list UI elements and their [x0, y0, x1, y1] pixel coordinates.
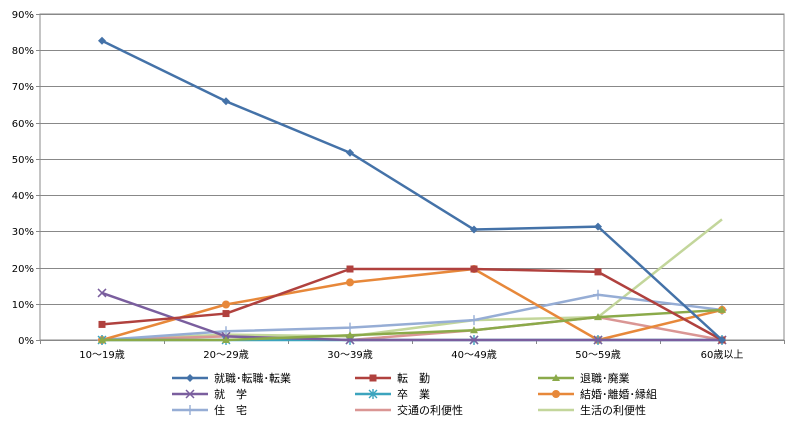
y-tick-label: 60%: [12, 119, 34, 130]
y-tick-label: 80%: [12, 46, 34, 57]
legend-item: 生活の利便性: [538, 403, 646, 417]
legend-item: 就 学: [172, 387, 247, 401]
data-point-plus: [221, 326, 231, 337]
legend-label: 生活の利便性: [580, 403, 646, 417]
data-point-diamond: [222, 97, 230, 106]
y-tick-label: 40%: [12, 191, 34, 202]
data-point-diamond: [718, 336, 726, 344]
legend-item: 退職･廃業: [538, 371, 630, 385]
x-tick-label: 60歳以上: [701, 349, 744, 361]
data-point-x: [469, 335, 479, 345]
legend-item: 就職･転職･転業: [172, 371, 291, 385]
data-point-circle: [222, 300, 230, 309]
axes: 0% 10% 20% 30% 40% 50% 60% 70% 80% 90% 10～19歳 20～29…: [12, 10, 785, 361]
data-point-diamond: [594, 222, 602, 231]
data-point-square: [470, 265, 478, 273]
data-point-triangle: [718, 305, 726, 313]
legend: 就職･転職･転業 転 勤 退職･廃業就 学 卒 業 結婚･離婚･縁組住 宅 交通の利便性 生…: [172, 371, 657, 417]
series-line: [101, 39, 723, 341]
series-0: [98, 36, 726, 344]
series-line: [102, 308, 723, 342]
data-point-plus: [469, 315, 479, 326]
data-point-triangle: [552, 374, 560, 381]
series-lines: [97, 36, 727, 345]
legend-label: 住 宅: [214, 403, 247, 417]
data-point-diamond: [470, 225, 478, 234]
series-7: [101, 315, 723, 342]
data-point-diamond: [98, 36, 106, 45]
x-tick-label: 50～59歳: [575, 349, 620, 361]
data-point-triangle: [594, 313, 602, 321]
data-point-triangle: [222, 336, 230, 343]
x-tick-label: 20～29歳: [203, 349, 248, 361]
series-line: [101, 218, 723, 342]
x-tick-label: 30～39歳: [327, 349, 372, 361]
data-point-x: [185, 389, 195, 399]
data-point-plus: [345, 322, 355, 333]
legend-label: 就職･転職･転業: [214, 371, 291, 385]
legend-label: 退職･廃業: [580, 371, 630, 385]
x-tick-label: 40～49歳: [451, 349, 496, 361]
y-tick-label: 70%: [12, 82, 34, 93]
series-line: [101, 291, 722, 342]
data-point-x: [593, 335, 603, 345]
data-point-plus: [593, 289, 603, 300]
data-point-triangle: [470, 326, 478, 334]
legend-label: 結婚･離婚･縁組: [580, 387, 657, 401]
data-point-diamond: [346, 148, 354, 157]
legend-label: 転 勤: [397, 372, 430, 385]
legend-item: 卒 業: [355, 387, 430, 401]
legend-item: 転 勤: [355, 372, 430, 385]
series-line: [101, 267, 723, 342]
series-line: [101, 267, 723, 342]
series-line: [101, 293, 723, 342]
y-tick-label: 50%: [12, 155, 34, 166]
data-point-star: [368, 389, 378, 399]
y-tick-label: 0%: [18, 336, 34, 347]
data-point-circle: [552, 390, 560, 398]
data-point-x: [97, 288, 107, 298]
series-2: [98, 305, 726, 343]
y-tick-label: 10%: [12, 300, 34, 311]
legend-item: 交通の利便性: [355, 403, 463, 417]
legend-label: 交通の利便性: [397, 403, 463, 417]
series-8: [101, 218, 723, 342]
data-point-triangle: [346, 331, 354, 339]
legend-item: 結婚･離婚･縁組: [538, 387, 657, 401]
legend-item: 住 宅: [172, 403, 247, 417]
series-line: [101, 315, 723, 342]
x-tick-label: 10～19歳: [79, 349, 124, 361]
data-point-triangle: [98, 336, 106, 343]
plot-area-frame: [39, 13, 785, 341]
y-tick-label: 90%: [12, 10, 34, 21]
data-point-square: [346, 265, 354, 273]
y-tick-label: 30%: [12, 227, 34, 238]
data-point-square: [222, 310, 230, 318]
data-point-square: [98, 320, 106, 328]
data-point-plus: [185, 405, 195, 415]
legend-label: 就 学: [214, 387, 247, 401]
legend-label: 卒 業: [397, 387, 430, 401]
data-point-diamond: [186, 374, 194, 382]
y-tick-label: 20%: [12, 264, 34, 275]
data-point-circle: [346, 278, 354, 287]
data-point-square: [369, 374, 377, 382]
data-point-square: [594, 268, 602, 276]
gridlines: [39, 13, 785, 341]
